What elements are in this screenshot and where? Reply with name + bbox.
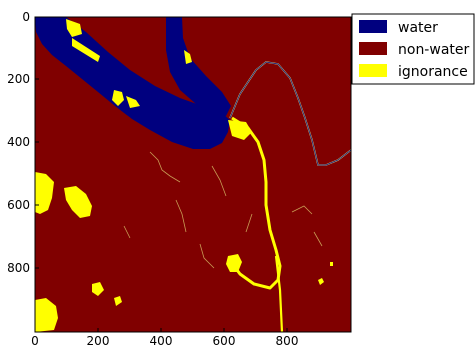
- yellow-cluster-confluence: [228, 120, 252, 140]
- x-axis: 0 200 400 600 800: [31, 328, 298, 348]
- river-water-upper-branch: [166, 17, 231, 116]
- yellow-blob-left-1: [35, 172, 54, 214]
- legend-swatch-ignorance: [359, 64, 387, 77]
- x-tick-label: 800: [276, 334, 299, 348]
- y-tick-label: 800: [7, 261, 30, 275]
- yellow-blob-small-2: [114, 296, 122, 306]
- yellow-channel: [231, 116, 282, 290]
- yellow-blob-left-2: [64, 186, 92, 218]
- yellow-blob-bottom-left: [35, 298, 58, 332]
- legend-swatch-water: [359, 20, 387, 33]
- yellow-blob-mid: [226, 254, 242, 272]
- speckle-lines: [123, 151, 323, 269]
- x-tick-label: 200: [87, 334, 110, 348]
- river-island-4: [126, 96, 140, 108]
- legend-label-ignorance: ignorance: [398, 64, 468, 80]
- river-island-1: [66, 19, 82, 37]
- axes-frame: [34, 16, 352, 333]
- river-island-5: [184, 50, 192, 64]
- map-image: [35, 17, 351, 332]
- x-tick-label: 400: [150, 334, 173, 348]
- yellow-blob-small-1: [92, 282, 104, 296]
- legend-label-water: water: [398, 20, 438, 36]
- tributary-water-line: [229, 61, 351, 166]
- y-tick-label: 200: [7, 72, 30, 86]
- river-island-3: [112, 90, 124, 106]
- yellow-dots-right: [318, 262, 333, 285]
- legend-swatch-non-water: [359, 42, 387, 55]
- x-tick-label: 600: [213, 334, 236, 348]
- x-tick-label: 0: [31, 334, 39, 348]
- legend-label-non-water: non-water: [398, 42, 469, 58]
- y-tick-label: 0: [22, 10, 30, 24]
- yellow-channel-bottom: [274, 255, 284, 332]
- y-tick-label: 400: [7, 135, 30, 149]
- legend: water non-water ignorance: [351, 13, 475, 85]
- river-island-2: [72, 38, 100, 62]
- y-axis: 0 200 400 600 800: [7, 10, 39, 275]
- y-tick-label: 600: [7, 198, 30, 212]
